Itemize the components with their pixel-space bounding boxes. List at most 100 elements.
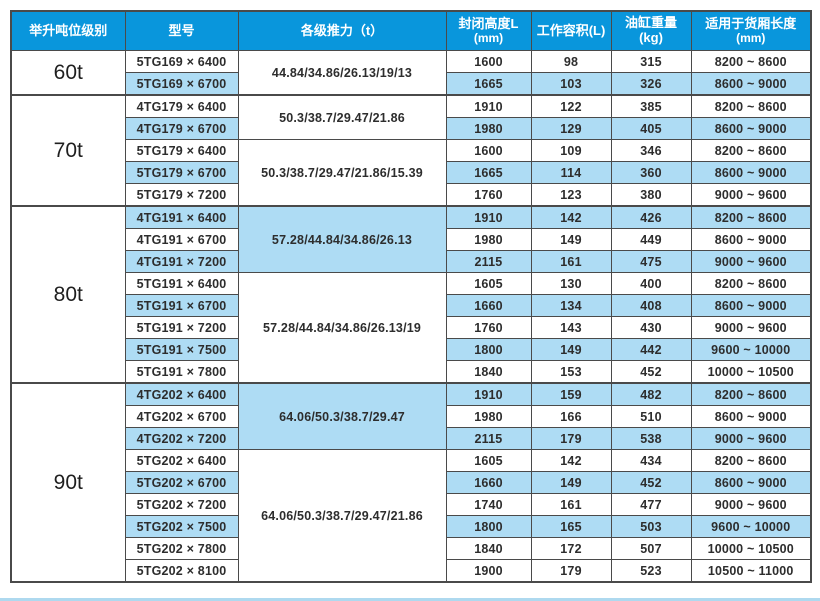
table-row: 90t 4TG202 × 6400 64.06/50.3/38.7/29.47 191… — [10, 382, 812, 583]
cylinder-weight-cell: 538 — [610, 427, 692, 450]
col-header-tonnage-label: 举升吨位级别 — [29, 22, 108, 38]
cylinder-weight-cell: 452 — [610, 471, 692, 494]
working-volume-cell: 122 — [530, 94, 612, 118]
closed-height-cell: 1840 — [445, 360, 532, 384]
working-volume-cell: 149 — [530, 228, 612, 251]
closed-height-cell: 1910 — [445, 382, 532, 406]
box-length-cell: 8600 ~ 9000 — [690, 228, 812, 251]
working-volume-cell: 123 — [530, 183, 612, 207]
cylinder-spec-table: 举升吨位级别 型号 各级推力（t） 封闭高度L (mm) 工作容积(L) 油缸重量… — [10, 10, 812, 583]
cylinder-weight-cell: 400 — [610, 272, 692, 295]
closed-height-cell: 2115 — [445, 250, 532, 273]
table-row: 5TG169 × 6700 1665 103 326 8600 ~ 9000 — [11, 72, 812, 96]
working-volume-cell: 159 — [530, 382, 612, 406]
table-row: 4TG191 × 7200 2115 161 475 9000 ~ 9600 — [11, 250, 812, 273]
cylinder-weight-cell: 510 — [610, 405, 692, 428]
bottom-divider-rule — [0, 598, 820, 601]
cylinder-weight-cell: 452 — [610, 360, 692, 384]
cylinder-weight-cell: 326 — [610, 72, 692, 96]
col-header-box-length: 适用于货厢长度 (mm) — [690, 10, 812, 51]
model-cell: 4TG191 × 6700 — [124, 228, 239, 251]
tonnage-cell: 70t — [10, 94, 126, 207]
table-row: 4TG202 × 6700 1980 166 510 8600 ~ 9000 — [11, 405, 812, 428]
table-row: 5TG202 × 6400 64.06/50.3/38.7/29.47/21.86… — [11, 449, 812, 583]
closed-height-cell: 1800 — [445, 515, 532, 538]
box-length-cell: 8600 ~ 9000 — [690, 405, 812, 428]
model-cell: 5TG179 × 7200 — [124, 183, 239, 207]
box-length-cell: 8200 ~ 8600 — [690, 382, 812, 406]
thrust-cell: 57.28/44.84/34.86/26.13 — [237, 205, 447, 273]
closed-height-cell: 1600 — [445, 139, 532, 162]
col-header-closed-height: 封闭高度L (mm) — [445, 10, 532, 51]
col-header-cylinder-weight-label: 油缸重量(kg) — [624, 15, 677, 45]
model-cell: 5TG202 × 6700 — [124, 471, 239, 494]
box-length-cell: 10500 ~ 11000 — [690, 559, 812, 583]
thrust-cell: 57.28/44.84/34.86/26.13/19 — [237, 272, 447, 384]
col-header-closed-height-label: 封闭高度L — [458, 15, 519, 31]
box-length-cell: 9600 ~ 10000 — [690, 515, 812, 538]
working-volume-cell: 114 — [530, 161, 612, 184]
thrust-cell: 44.84/34.86/26.13/19/13 — [237, 50, 447, 96]
table-body: 60t 5TG169 × 6400 44.84/34.86/26.13/19/13 1… — [10, 50, 812, 583]
box-length-cell: 9600 ~ 10000 — [690, 338, 812, 361]
model-cell: 5TG191 × 7800 — [124, 360, 239, 384]
model-cell: 5TG179 × 6700 — [124, 161, 239, 184]
model-cell: 4TG191 × 6400 — [124, 205, 239, 229]
tonnage-cell: 80t — [10, 205, 126, 384]
thrust-cell: 64.06/50.3/38.7/29.47/21.86 — [237, 449, 447, 583]
working-volume-cell: 166 — [530, 405, 612, 428]
working-volume-cell: 149 — [530, 338, 612, 361]
cylinder-weight-cell: 507 — [610, 537, 692, 560]
closed-height-cell: 1910 — [445, 94, 532, 118]
cylinder-weight-cell: 380 — [610, 183, 692, 207]
box-length-cell: 8200 ~ 8600 — [690, 50, 812, 73]
cylinder-weight-cell: 477 — [610, 493, 692, 516]
model-cell: 5TG191 × 6400 — [124, 272, 239, 295]
box-length-cell: 8200 ~ 8600 — [690, 205, 812, 229]
box-length-cell: 10000 ~ 10500 — [690, 537, 812, 560]
closed-height-cell: 1665 — [445, 72, 532, 96]
table-header-row: 举升吨位级别 型号 各级推力（t） 封闭高度L (mm) 工作容积(L) 油缸重量… — [10, 10, 812, 51]
cylinder-weight-cell: 523 — [610, 559, 692, 583]
cylinder-weight-cell: 315 — [610, 50, 692, 73]
box-length-cell: 9000 ~ 9600 — [690, 250, 812, 273]
table-row: 70t 4TG179 × 6400 50.3/38.7/29.47/21.86 191… — [10, 94, 812, 207]
cylinder-weight-cell: 449 — [610, 228, 692, 251]
closed-height-cell: 1740 — [445, 493, 532, 516]
thrust-cell: 50.3/38.7/29.47/21.86 — [237, 94, 447, 140]
model-cell: 4TG179 × 6700 — [124, 117, 239, 140]
box-length-cell: 8200 ~ 8600 — [690, 139, 812, 162]
table-row: 5TG191 × 7500 1800 149 442 9600 ~ 10000 — [11, 338, 812, 361]
box-length-cell: 9000 ~ 9600 — [690, 316, 812, 339]
tonnage-cell: 60t — [10, 50, 126, 96]
closed-height-cell: 1980 — [445, 228, 532, 251]
table-row: 5TG202 × 7800 1840 172 507 10000 ~ 10500 — [11, 537, 812, 560]
closed-height-cell: 1900 — [445, 559, 532, 583]
cylinder-weight-cell: 360 — [610, 161, 692, 184]
closed-height-cell: 2115 — [445, 427, 532, 450]
col-header-thrust: 各级推力（t） — [237, 10, 447, 51]
model-cell: 4TG202 × 6700 — [124, 405, 239, 428]
model-cell: 4TG179 × 6400 — [124, 94, 239, 118]
closed-height-cell: 1660 — [445, 294, 532, 317]
working-volume-cell: 98 — [530, 50, 612, 73]
table-row: 5TG191 × 6700 1660 134 408 8600 ~ 9000 — [11, 294, 812, 317]
model-cell: 5TG202 × 6400 — [124, 449, 239, 472]
cylinder-weight-cell: 426 — [610, 205, 692, 229]
model-cell: 5TG202 × 7500 — [124, 515, 239, 538]
working-volume-cell: 172 — [530, 537, 612, 560]
cylinder-weight-cell: 346 — [610, 139, 692, 162]
working-volume-cell: 161 — [530, 493, 612, 516]
box-length-cell: 8600 ~ 9000 — [690, 161, 812, 184]
closed-height-cell: 1600 — [445, 50, 532, 73]
table-row: 5TG179 × 6700 1665 114 360 8600 ~ 9000 — [11, 161, 812, 184]
col-header-working-volume-label: 工作容积(L) — [536, 22, 606, 38]
thrust-cell: 64.06/50.3/38.7/29.47 — [237, 382, 447, 450]
model-cell: 5TG169 × 6400 — [124, 50, 239, 73]
closed-height-cell: 1910 — [445, 205, 532, 229]
table-row: 4TG191 × 6700 1980 149 449 8600 ~ 9000 — [11, 228, 812, 251]
closed-height-cell: 1760 — [445, 183, 532, 207]
model-cell: 5TG202 × 8100 — [124, 559, 239, 583]
working-volume-cell: 129 — [530, 117, 612, 140]
col-header-box-length-unit: (mm) — [736, 30, 766, 45]
